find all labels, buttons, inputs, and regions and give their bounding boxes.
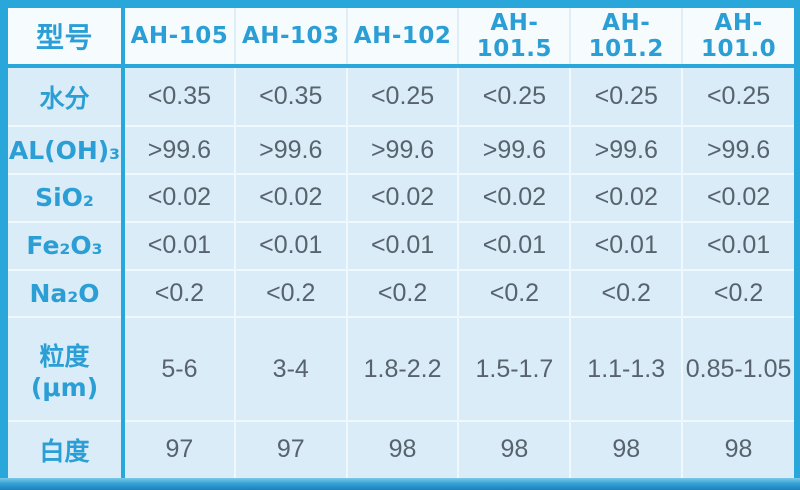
row-label: 水分 (8, 66, 125, 128)
value-cell: 3-4 (234, 317, 348, 422)
header-cell-model: AH-105 (123, 8, 236, 68)
value-cell: <0.35 (123, 66, 236, 128)
value-cell: <0.2 (682, 269, 794, 319)
value-cell: <0.35 (234, 66, 348, 128)
header-corner-label: 型号 (8, 8, 125, 68)
value-cell: >99.6 (123, 126, 236, 175)
value-cell: <0.2 (123, 269, 236, 319)
row-label: AL(OH)₃ (8, 126, 125, 175)
value-cell: <0.2 (346, 269, 460, 319)
value-cell: 1.8-2.2 (346, 317, 460, 422)
value-cell: >99.6 (234, 126, 348, 175)
row-label: Fe₂O₃ (8, 221, 125, 271)
value-cell: 98 (458, 420, 572, 478)
value-cell: 97 (234, 420, 348, 478)
value-cell: <0.25 (458, 66, 572, 128)
value-cell: <0.02 (123, 174, 236, 223)
value-cell: >99.6 (570, 126, 684, 175)
product-spec-table: 型号 AH-105 AH-103 AH-102 AH-101.5 AH-101.… (8, 8, 794, 478)
value-cell: >99.6 (458, 126, 572, 175)
value-cell: <0.01 (570, 221, 684, 271)
header-cell-model: AH-101.5 (458, 8, 572, 68)
value-cell: <0.01 (234, 221, 348, 271)
row-label: 粒度(μm) (8, 317, 125, 422)
value-cell: 98 (570, 420, 684, 478)
value-cell: 98 (682, 420, 794, 478)
value-cell: 1.5-1.7 (458, 317, 572, 422)
value-cell: <0.2 (570, 269, 684, 319)
bottom-border-bar (0, 478, 800, 490)
header-cell-model: AH-101.2 (570, 8, 684, 68)
table-row-fe2o3: Fe₂O₃ <0.01 <0.01 <0.01 <0.01 <0.01 <0.0… (8, 221, 794, 271)
value-cell: <0.02 (234, 174, 348, 223)
value-cell: 5-6 (123, 317, 236, 422)
header-cell-model: AH-101.0 (682, 8, 794, 68)
value-cell: <0.01 (346, 221, 460, 271)
row-label: Na₂O (8, 269, 125, 319)
value-cell: <0.02 (346, 174, 460, 223)
spec-table-background: 型号 AH-105 AH-103 AH-102 AH-101.5 AH-101.… (8, 8, 794, 478)
value-cell: <0.02 (570, 174, 684, 223)
header-cell-model: AH-103 (234, 8, 348, 68)
value-cell: <0.02 (682, 174, 794, 223)
value-cell: <0.01 (458, 221, 572, 271)
row-label: 白度 (8, 420, 125, 478)
table-row-particle-size: 粒度(μm) 5-6 3-4 1.8-2.2 1.5-1.7 1.1-1.3 0… (8, 317, 794, 422)
value-cell: >99.6 (346, 126, 460, 175)
table-row-whiteness: 白度 97 97 98 98 98 98 (8, 420, 794, 478)
value-cell: >99.6 (682, 126, 794, 175)
value-cell: <0.2 (458, 269, 572, 319)
value-cell: 98 (346, 420, 460, 478)
table-row-moisture: 水分 <0.35 <0.35 <0.25 <0.25 <0.25 <0.25 (8, 66, 794, 128)
value-cell: <0.2 (234, 269, 348, 319)
value-cell: 0.85-1.05 (682, 317, 794, 422)
table-row-aloh3: AL(OH)₃ >99.6 >99.6 >99.6 >99.6 >99.6 >9… (8, 126, 794, 175)
header-cell-model: AH-102 (346, 8, 460, 68)
value-cell: 97 (123, 420, 236, 478)
value-cell: <0.01 (682, 221, 794, 271)
value-cell: <0.25 (682, 66, 794, 128)
table-row-na2o: Na₂O <0.2 <0.2 <0.2 <0.2 <0.2 <0.2 (8, 269, 794, 319)
row-label: SiO₂ (8, 174, 125, 223)
value-cell: <0.25 (570, 66, 684, 128)
table-row-sio2: SiO₂ <0.02 <0.02 <0.02 <0.02 <0.02 <0.02 (8, 174, 794, 223)
value-cell: <0.02 (458, 174, 572, 223)
value-cell: <0.25 (346, 66, 460, 128)
value-cell: <0.01 (123, 221, 236, 271)
value-cell: 1.1-1.3 (570, 317, 684, 422)
table-header-row: 型号 AH-105 AH-103 AH-102 AH-101.5 AH-101.… (8, 8, 794, 68)
